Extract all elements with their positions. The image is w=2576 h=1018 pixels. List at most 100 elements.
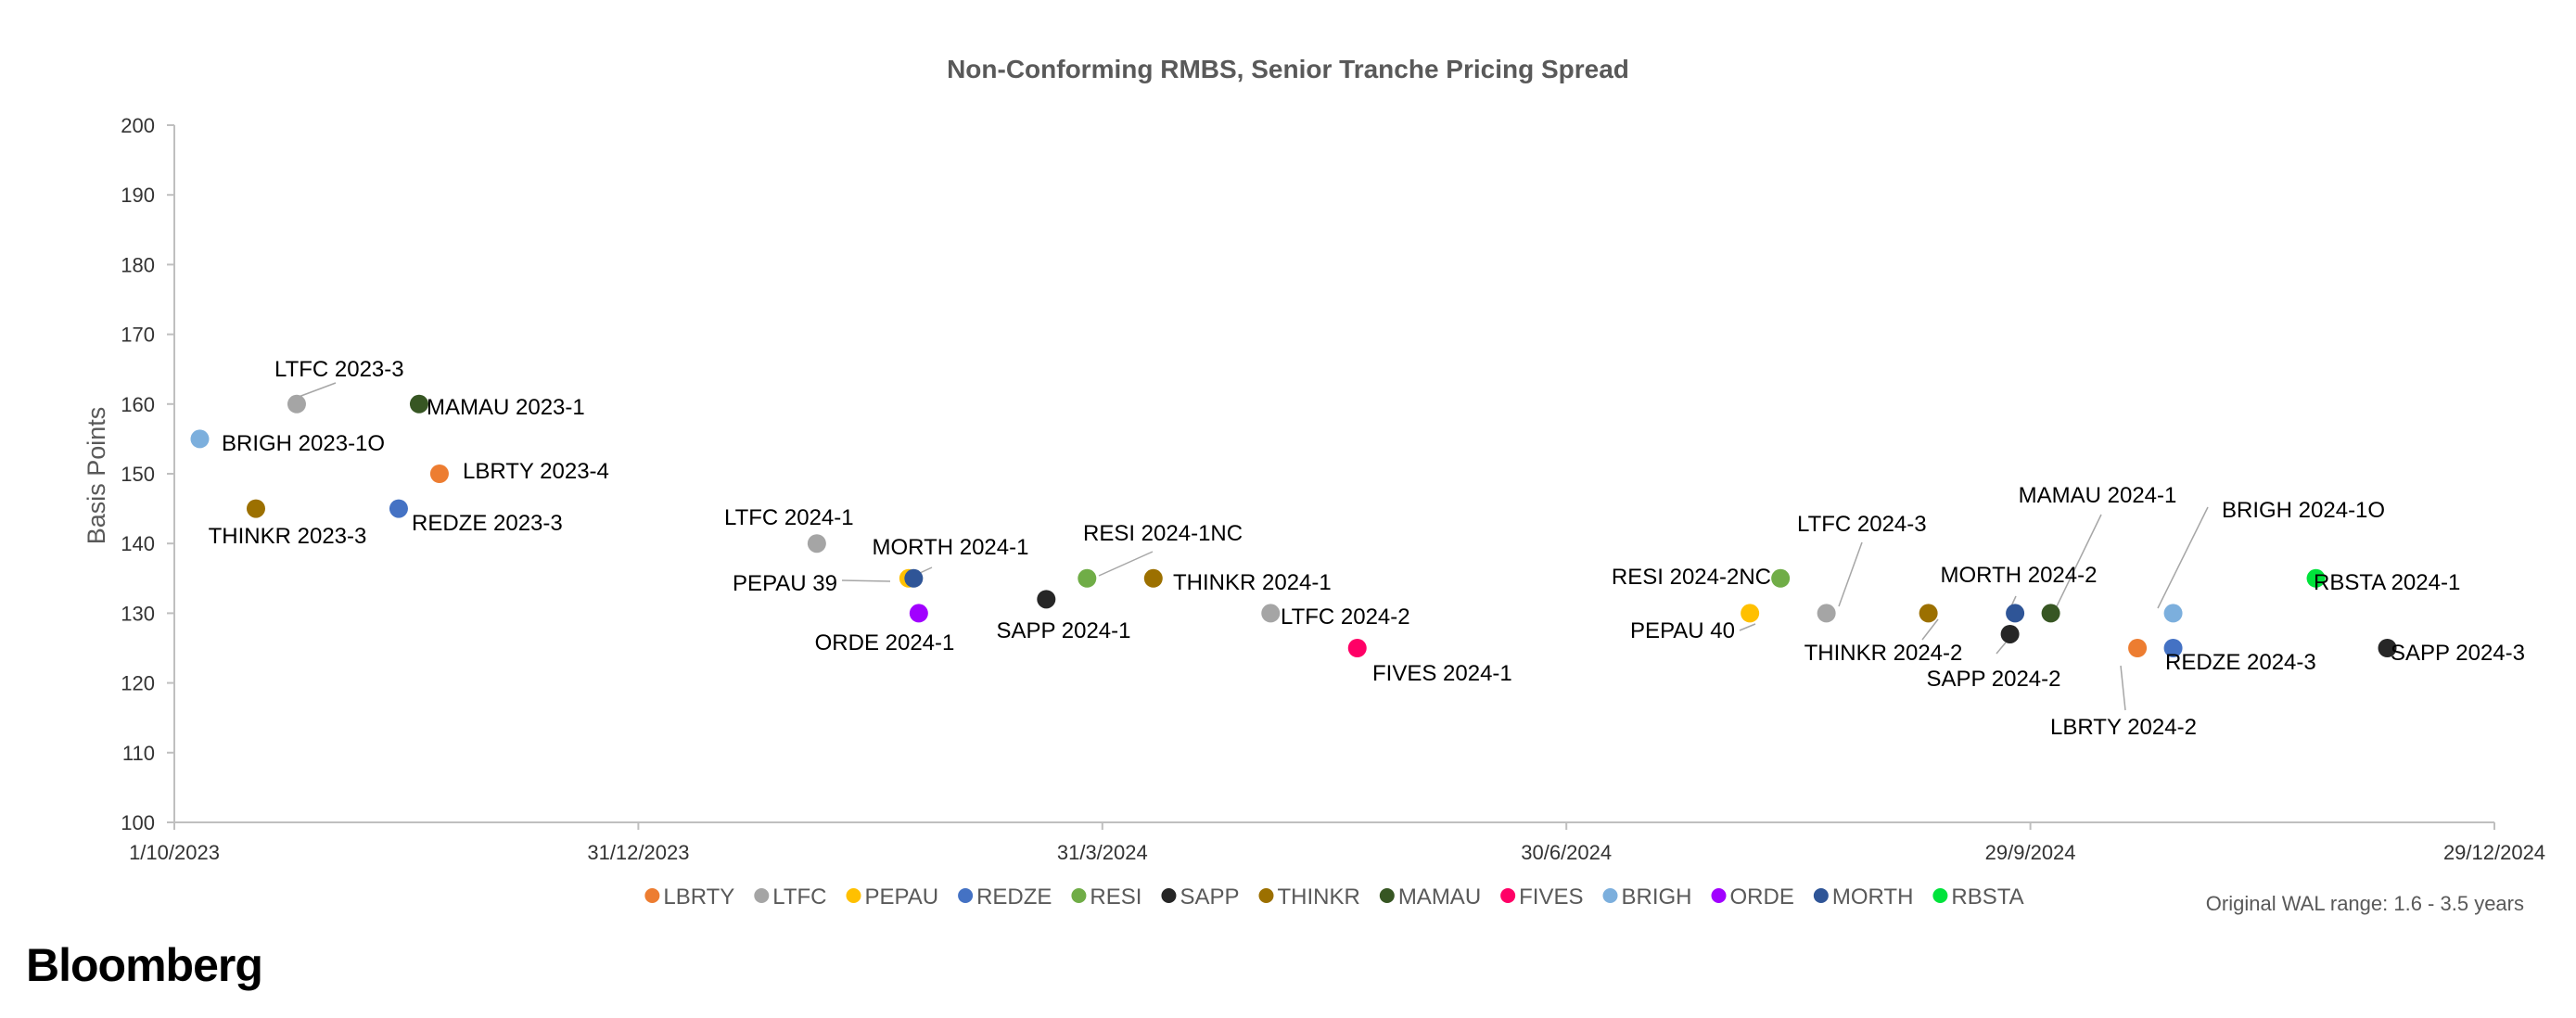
legend-label-rbsta: RBSTA [1951, 884, 2023, 910]
data-label: REDZE 2024-3 [2165, 650, 2316, 675]
legend: LBRTY LTFC PEPAU REDZE RESI SAPP THINKR MAMAU FI… [644, 884, 2024, 910]
legend-marker-resi [1071, 888, 1087, 903]
x-tick-label: 29/12/2024 [2443, 841, 2545, 864]
legend-marker-orde [1711, 888, 1727, 903]
data-label: SAPP 2024-1 [997, 618, 1131, 643]
legend-label-sapp: SAPP [1180, 884, 1239, 910]
point-thinkr [246, 499, 265, 518]
point-sapp [2000, 624, 2020, 643]
label-connector [2056, 514, 2102, 607]
data-label: MORTH 2024-2 [1941, 563, 2098, 588]
point-redze [2163, 639, 2183, 657]
legend-label-brigh: BRIGH [1621, 884, 1691, 910]
point-lbrty [429, 464, 449, 483]
x-tick-label: 30/6/2024 [1521, 841, 1612, 864]
y-tick-label: 170 [121, 324, 155, 347]
data-label: LTFC 2023-3 [274, 357, 404, 382]
legend-label-morth: MORTH [1832, 884, 1914, 910]
data-label: RESI 2024-1NC [1083, 521, 1243, 546]
data-label: THINKR 2024-1 [1173, 570, 1332, 595]
point-lbrty [2128, 639, 2148, 657]
legend-label-resi: RESI [1090, 884, 1141, 910]
y-tick-label: 140 [121, 532, 155, 555]
y-tick-label: 120 [121, 672, 155, 695]
y-tick-label: 160 [121, 393, 155, 416]
data-label: LBRTY 2024-2 [2050, 715, 2197, 740]
data-label: MAMAU 2023-1 [427, 395, 585, 420]
x-tick-label: 31/3/2024 [1057, 841, 1148, 864]
y-tick-label: 190 [121, 184, 155, 207]
legend-marker-ltfc [754, 888, 770, 903]
legend-label-fives: FIVES [1519, 884, 1583, 910]
data-label: LTFC 2024-3 [1797, 512, 1927, 537]
legend-marker-fives [1500, 888, 1516, 903]
data-label: MAMAU 2024-1 [2019, 483, 2177, 508]
point-pepau [1741, 604, 1760, 623]
y-axis-label: Basis Points [83, 407, 110, 545]
y-tick-label: 100 [121, 811, 155, 834]
data-label: LBRTY 2023-4 [463, 459, 609, 484]
point-rbsta [2306, 568, 2326, 588]
legend-marker-morth [1813, 888, 1829, 903]
point-ltfc [807, 534, 826, 554]
label-connector [1921, 618, 1939, 641]
y-tick-label: 180 [121, 253, 155, 276]
data-label: RBSTA 2024-1 [2314, 570, 2460, 595]
point-orde [909, 604, 928, 623]
chart-title: Non-Conforming RMBS, Senior Tranche Pric… [947, 55, 1629, 83]
legend-marker-brigh [1602, 888, 1618, 903]
label-connector [1739, 623, 1756, 631]
x-tick-label: 31/12/2023 [587, 841, 689, 864]
point-resi [1078, 568, 1097, 588]
point-redze [389, 499, 408, 518]
label-connector [2157, 506, 2209, 609]
point-fives [1347, 639, 1367, 657]
legend-label-redze: REDZE [976, 884, 1052, 910]
label-connector [298, 382, 337, 398]
point-ltfc [1261, 604, 1281, 623]
data-label: ORDE 2024-1 [815, 630, 955, 655]
data-labels: LBRTY 2023-4 LBRTY 2024-2 LTFC 2023-3 LTFC … [209, 357, 2525, 740]
data-label: REDZE 2023-3 [412, 511, 563, 536]
point-sapp [2378, 639, 2397, 657]
data-label: LTFC 2024-2 [1281, 604, 1410, 630]
y-tick-label: 130 [121, 602, 155, 625]
data-label: SAPP 2024-3 [2391, 641, 2525, 666]
data-label: RESI 2024-2NC [1612, 565, 1771, 590]
data-label: THINKR 2024-2 [1804, 641, 1963, 666]
data-label: BRIGH 2023-1O [222, 431, 385, 456]
point-brigh [190, 429, 210, 449]
data-points [190, 394, 2397, 657]
legend-marker-lbrty [644, 888, 660, 903]
legend-label-mamau: MAMAU [1398, 884, 1481, 910]
label-connector [841, 579, 891, 582]
data-label: PEPAU 39 [733, 571, 837, 596]
legend-label-ltfc: LTFC [772, 884, 826, 910]
legend-marker-pepau [846, 888, 861, 903]
point-mamau [409, 394, 428, 414]
data-label: MORTH 2024-1 [873, 535, 1029, 560]
axes: 100 110 120 130 140 150 160 170 180 190 200 1/10/20… [121, 114, 2545, 864]
point-morth [2006, 604, 2025, 623]
wal-note: Original WAL range: 1.6 - 3.5 years [2206, 892, 2524, 915]
legend-marker-redze [958, 888, 974, 903]
legend-marker-rbsta [1932, 888, 1948, 903]
point-thinkr [1919, 604, 1938, 623]
data-label: THINKR 2023-3 [209, 524, 367, 549]
point-ltfc [287, 394, 306, 414]
y-tick-label: 110 [122, 742, 155, 765]
point-morth [904, 568, 924, 588]
legend-label-lbrty: LBRTY [663, 884, 734, 910]
point-mamau [2041, 604, 2060, 623]
data-label: BRIGH 2024-1O [2222, 498, 2385, 523]
data-label: SAPP 2024-2 [1927, 667, 2061, 692]
y-tick-label: 150 [121, 463, 155, 486]
data-label: FIVES 2024-1 [1372, 661, 1512, 686]
legend-marker-mamau [1379, 888, 1395, 903]
data-label: PEPAU 40 [1630, 618, 1735, 643]
label-connector [2120, 665, 2126, 711]
point-thinkr [1143, 568, 1163, 588]
y-tick-label: 200 [121, 114, 155, 137]
legend-label-orde: ORDE [1730, 884, 1794, 910]
